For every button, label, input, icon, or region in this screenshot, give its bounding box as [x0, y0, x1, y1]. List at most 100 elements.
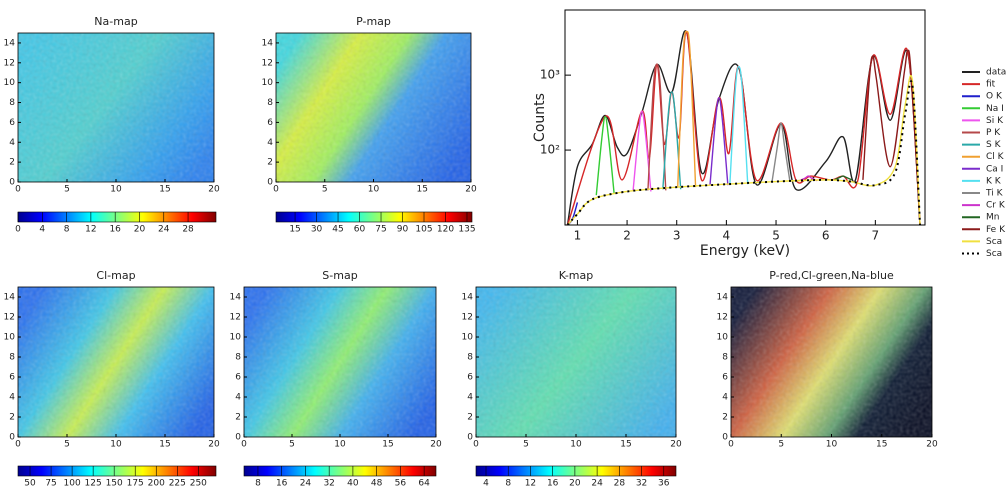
colorbar-tick-label: 28 — [182, 225, 194, 235]
y-axis-label: Counts — [532, 93, 548, 142]
colorbar-tick-label: 125 — [85, 479, 102, 486]
x-tick-label: 5 — [64, 440, 70, 450]
map-texture — [18, 33, 214, 182]
y-tick-label: 10² — [540, 143, 560, 157]
colorbar-tick-label: 16 — [109, 225, 121, 235]
x-tick-label: 10 — [110, 185, 122, 195]
y-tick-label: 4 — [267, 138, 273, 148]
y-tick-label: 4 — [467, 393, 473, 403]
x-tick-label: 4 — [723, 229, 731, 243]
y-tick-label: 14 — [4, 38, 16, 48]
x-tick-label: 5 — [322, 185, 328, 195]
colorbar-tick-label: 20 — [569, 479, 581, 486]
y-tick-label: 12 — [262, 58, 273, 68]
legend-label: S K — [986, 140, 1002, 150]
legend-label: O K — [986, 92, 1003, 102]
colorbar-tick-label: 30 — [311, 225, 323, 235]
series-line — [632, 110, 652, 192]
series-line — [862, 49, 921, 225]
y-tick-label: 2 — [467, 413, 473, 423]
y-tick-label: 10 — [717, 333, 729, 343]
colorbar — [475, 465, 677, 477]
y-tick-label: 14 — [230, 293, 242, 303]
y-tick-label: 10 — [4, 78, 16, 88]
colorbar-tick-label: 32 — [636, 479, 647, 486]
x-axis-label: Energy (keV) — [700, 243, 790, 259]
y-tick-label: 8 — [722, 353, 728, 363]
colorbar-tick-label: 0 — [15, 225, 21, 235]
y-tick-label: 8 — [467, 353, 473, 363]
colorbar — [17, 211, 217, 223]
legend-label: Na I — [986, 104, 1004, 114]
colorbar-tick-label: 105 — [415, 225, 432, 235]
colorbar-tick-label: 8 — [505, 479, 511, 486]
x-tick-label: 20 — [465, 185, 477, 195]
y-tick-label: 0 — [467, 433, 473, 443]
x-tick-label: 6 — [822, 229, 830, 243]
y-tick-label: 12 — [462, 313, 473, 323]
colorbar-tick-label: 20 — [134, 225, 146, 235]
y-tick-label: 12 — [230, 313, 241, 323]
y-tick-label: 8 — [267, 98, 273, 108]
y-tick-label: 2 — [9, 158, 15, 168]
y-tick-label: 0 — [267, 178, 273, 188]
x-tick-label: 2 — [623, 229, 631, 243]
map-title: Cl-map — [96, 269, 135, 282]
colorbar-tick-label: 24 — [591, 479, 603, 486]
series-line — [729, 65, 749, 185]
series-line — [799, 175, 818, 182]
x-tick-label: 10 — [826, 440, 838, 450]
y-tick-label: 12 — [717, 313, 728, 323]
x-tick-label: 7 — [872, 229, 880, 243]
legend-label: Ti K — [985, 189, 1004, 199]
colorbar-tick-label: 48 — [371, 479, 383, 486]
y-tick-label: 4 — [9, 138, 15, 148]
colorbar-tick-label: 12 — [525, 479, 536, 486]
legend-label: Sca — [986, 249, 1002, 259]
x-tick-label: 15 — [382, 440, 393, 450]
y-tick-label: 6 — [722, 373, 728, 383]
y-tick-label: 10 — [4, 333, 16, 343]
y-tick-label: 14 — [717, 293, 729, 303]
colorbar-tick-label: 8 — [64, 225, 70, 235]
legend-label: Si K — [986, 116, 1004, 126]
x-tick-label: 0 — [273, 185, 279, 195]
colorbar-tick-label: 250 — [190, 479, 207, 486]
x-tick-label: 5 — [64, 185, 70, 195]
colorbar-tick-label: 32 — [323, 479, 334, 486]
series-line — [833, 175, 853, 181]
colorbar-tick-label: 150 — [106, 479, 123, 486]
colorbar-tick-label: 64 — [418, 479, 430, 486]
legend-label: Mn — [986, 213, 999, 223]
y-tick-label: 12 — [4, 313, 15, 323]
y-tick-label: 2 — [9, 413, 15, 423]
legend-label: fit — [986, 80, 996, 90]
colorbar-tick-label: 40 — [347, 479, 359, 486]
colorbar — [17, 465, 217, 477]
y-tick-label: 0 — [235, 433, 241, 443]
y-tick-label: 4 — [9, 393, 15, 403]
legend-label: data — [986, 68, 1006, 78]
colorbar-tick-label: 50 — [24, 479, 36, 486]
legend-label: Cl K — [986, 152, 1005, 162]
x-tick-label: 10 — [334, 440, 346, 450]
x-tick-label: 0 — [728, 440, 734, 450]
colorbar-tick-label: 90 — [397, 225, 409, 235]
y-tick-label: 0 — [9, 178, 15, 188]
series-line — [709, 96, 729, 186]
colorbar — [243, 465, 437, 477]
legend-label: K K — [986, 176, 1002, 186]
map-texture — [244, 287, 436, 437]
colorbar-tick-label: 75 — [45, 479, 56, 486]
map-title: S-map — [322, 269, 357, 282]
colorbar-tick-label: 200 — [148, 479, 165, 486]
map-title: K-map — [559, 269, 593, 282]
map-texture — [18, 287, 214, 437]
colorbar-tick-label: 24 — [158, 225, 170, 235]
legend-label: P K — [986, 128, 1001, 138]
series-line — [595, 115, 615, 196]
x-tick-label: 3 — [673, 229, 681, 243]
colorbar-tick-label: 175 — [127, 479, 144, 486]
